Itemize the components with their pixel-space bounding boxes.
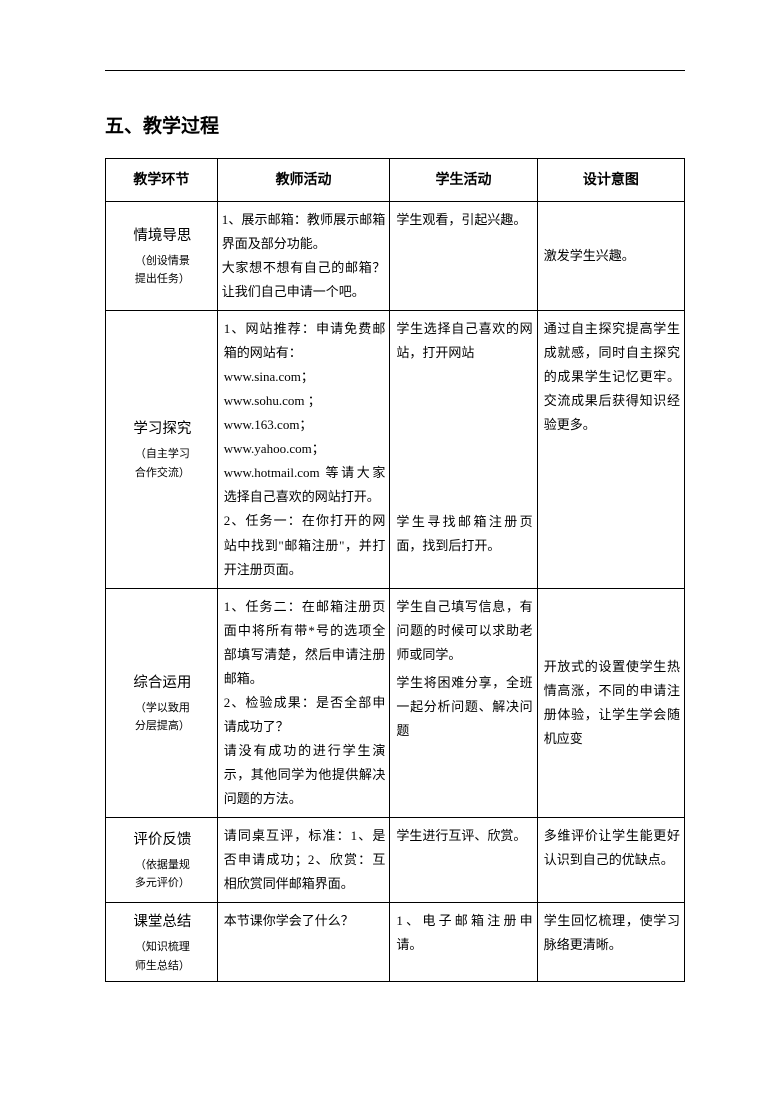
stage-cell: 学习探究 （自主学习 合作交流） — [106, 311, 218, 589]
stage-main: 情境导思 — [112, 223, 213, 250]
teacher-cell: 1、网站推荐：申请免费邮箱的网站有：www.sina.com；www.sohu.… — [217, 311, 390, 589]
stage-cell: 情境导思 （创设情景 提出任务） — [106, 201, 218, 310]
student-text-top: 学生自己填写信息，有问题的时候可以求助老师或同学。 — [396, 595, 532, 667]
stage-sub: 分层提高） — [112, 717, 213, 736]
design-cell: 通过自主探究提高学生成就感，同时自主探究的成果学生记忆更牢。交流成果后获得知识经… — [537, 311, 684, 589]
col-header-stage: 教学环节 — [106, 159, 218, 202]
student-text-bottom: 学生将困难分享，全班一起分析问题、解决问题 — [396, 671, 532, 743]
design-cell: 开放式的设置使学生热情高涨，不同的申请注册体验，让学生学会随机应变 — [537, 588, 684, 817]
stage-cell: 评价反馈 （依据量规 多元评价） — [106, 818, 218, 903]
stage-cell: 课堂总结 （知识梳理 师生总结） — [106, 903, 218, 982]
student-cell: 学生进行互评、欣赏。 — [390, 818, 537, 903]
student-cell: 学生自己填写信息，有问题的时候可以求助老师或同学。 学生将困难分享，全班一起分析… — [390, 588, 537, 817]
section-title: 五、教学过程 — [105, 111, 685, 138]
stage-main: 综合运用 — [112, 670, 213, 697]
teacher-text: 1、任务二：在邮箱注册页面中将所有带*号的选项全部填写清楚，然后申请注册邮箱。2… — [224, 595, 386, 811]
table-row: 情境导思 （创设情景 提出任务） 1、展示邮箱：教师展示邮箱界面及部分功能。大家… — [106, 201, 685, 310]
teacher-text: 1、网站推荐：申请免费邮箱的网站有：www.sina.com；www.sohu.… — [224, 317, 386, 582]
stage-sub: 多元评价） — [112, 874, 213, 893]
top-rule — [105, 70, 685, 71]
table-row: 学习探究 （自主学习 合作交流） 1、网站推荐：申请免费邮箱的网站有：www.s… — [106, 311, 685, 589]
design-cell: 激发学生兴趣。 — [537, 201, 684, 310]
student-text-top: 学生选择自己喜欢的网站，打开网站 — [396, 317, 532, 365]
stage-main: 课堂总结 — [112, 909, 213, 936]
student-cell: 学生选择自己喜欢的网站，打开网站 学生寻找邮箱注册页面，找到后打开。 — [390, 311, 537, 589]
teaching-process-table: 教学环节 教师活动 学生活动 设计意图 情境导思 （创设情景 提出任务） 1、展… — [105, 158, 685, 982]
stage-sub: 合作交流） — [112, 464, 213, 483]
stage-sub: （自主学习 — [112, 445, 213, 464]
document-page: 五、教学过程 教学环节 教师活动 学生活动 设计意图 情境导思 （创设情景 提出… — [0, 0, 780, 1103]
student-cell: 学生观看，引起兴趣。 — [390, 201, 537, 310]
teacher-cell: 1、任务二：在邮箱注册页面中将所有带*号的选项全部填写清楚，然后申请注册邮箱。2… — [217, 588, 390, 817]
stage-main: 学习探究 — [112, 416, 213, 443]
table-row: 课堂总结 （知识梳理 师生总结） 本节课你学会了什么？ 1、电子邮箱注册申请。 … — [106, 903, 685, 982]
stage-sub: （学以致用 — [112, 699, 213, 718]
table-row: 评价反馈 （依据量规 多元评价） 请同桌互评，标准：1、是否申请成功；2、欣赏：… — [106, 818, 685, 903]
stage-sub: 师生总结） — [112, 957, 213, 976]
table-header-row: 教学环节 教师活动 学生活动 设计意图 — [106, 159, 685, 202]
student-text-bottom: 学生寻找邮箱注册页面，找到后打开。 — [396, 510, 532, 558]
stage-cell: 综合运用 （学以致用 分层提高） — [106, 588, 218, 817]
stage-sub: （依据量规 — [112, 856, 213, 875]
stage-sub: （知识梳理 — [112, 938, 213, 957]
design-cell: 多维评价让学生能更好认识到自己的优缺点。 — [537, 818, 684, 903]
stage-sub: （创设情景 — [112, 252, 213, 271]
col-header-student: 学生活动 — [390, 159, 537, 202]
stage-main: 评价反馈 — [112, 827, 213, 854]
col-header-teacher: 教师活动 — [217, 159, 390, 202]
spacer — [396, 365, 532, 510]
design-cell: 学生回忆梳理，使学习脉络更清晰。 — [537, 903, 684, 982]
student-cell: 1、电子邮箱注册申请。 — [390, 903, 537, 982]
teacher-cell: 本节课你学会了什么？ — [217, 903, 390, 982]
teacher-cell: 1、展示邮箱：教师展示邮箱界面及部分功能。大家想不想有自己的邮箱？让我们自己申请… — [217, 201, 390, 310]
teacher-cell: 请同桌互评，标准：1、是否申请成功；2、欣赏：互相欣赏同伴邮箱界面。 — [217, 818, 390, 903]
teacher-text: 1、展示邮箱：教师展示邮箱界面及部分功能。大家想不想有自己的邮箱？让我们自己申请… — [222, 208, 386, 304]
col-header-design: 设计意图 — [537, 159, 684, 202]
table-row: 综合运用 （学以致用 分层提高） 1、任务二：在邮箱注册页面中将所有带*号的选项… — [106, 588, 685, 817]
stage-sub: 提出任务） — [112, 270, 213, 289]
